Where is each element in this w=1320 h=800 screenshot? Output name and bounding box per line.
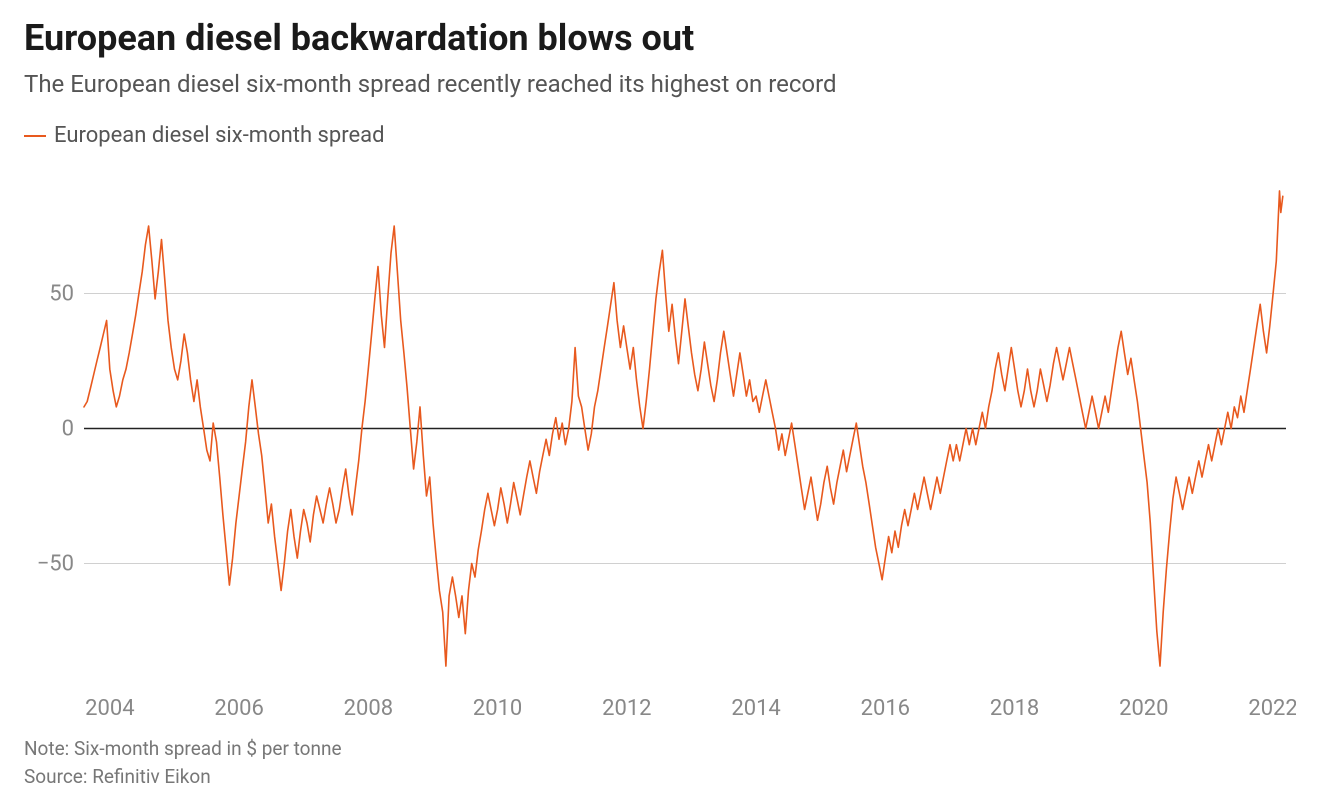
legend-swatch [24, 135, 46, 137]
chart-note: Note: Six-month spread in $ per tonne [24, 735, 1296, 763]
chart-container: European diesel backwardation blows out … [0, 0, 1320, 800]
legend: European diesel six-month spread [24, 123, 1296, 148]
svg-text:50: 50 [49, 282, 74, 307]
svg-text:2010: 2010 [473, 696, 522, 721]
svg-text:2014: 2014 [731, 696, 780, 721]
svg-text:2012: 2012 [602, 696, 651, 721]
chart-title: European diesel backwardation blows out [24, 18, 1296, 59]
svg-text:2004: 2004 [85, 696, 134, 721]
chart-source: Source: Refinitiv Eikon [24, 763, 1296, 791]
chart-footer: Note: Six-month spread in $ per tonne So… [24, 735, 1296, 790]
chart-area: −50 0 50 2004 2006 2008 2010 2012 2014 2016 2018 20… [24, 162, 1296, 725]
svg-text:−50: −50 [37, 552, 74, 577]
svg-text:2006: 2006 [214, 696, 263, 721]
svg-text:2008: 2008 [344, 696, 393, 721]
line-chart-svg: −50 0 50 2004 2006 2008 2010 2012 2014 2016 2018 20… [24, 162, 1296, 725]
svg-text:2018: 2018 [990, 696, 1039, 721]
svg-text:0: 0 [62, 417, 74, 442]
svg-text:2020: 2020 [1119, 696, 1168, 721]
svg-text:2016: 2016 [861, 696, 910, 721]
svg-text:2022: 2022 [1248, 696, 1296, 721]
legend-label: European diesel six-month spread [54, 123, 385, 148]
chart-subtitle: The European diesel six-month spread rec… [24, 69, 1296, 99]
